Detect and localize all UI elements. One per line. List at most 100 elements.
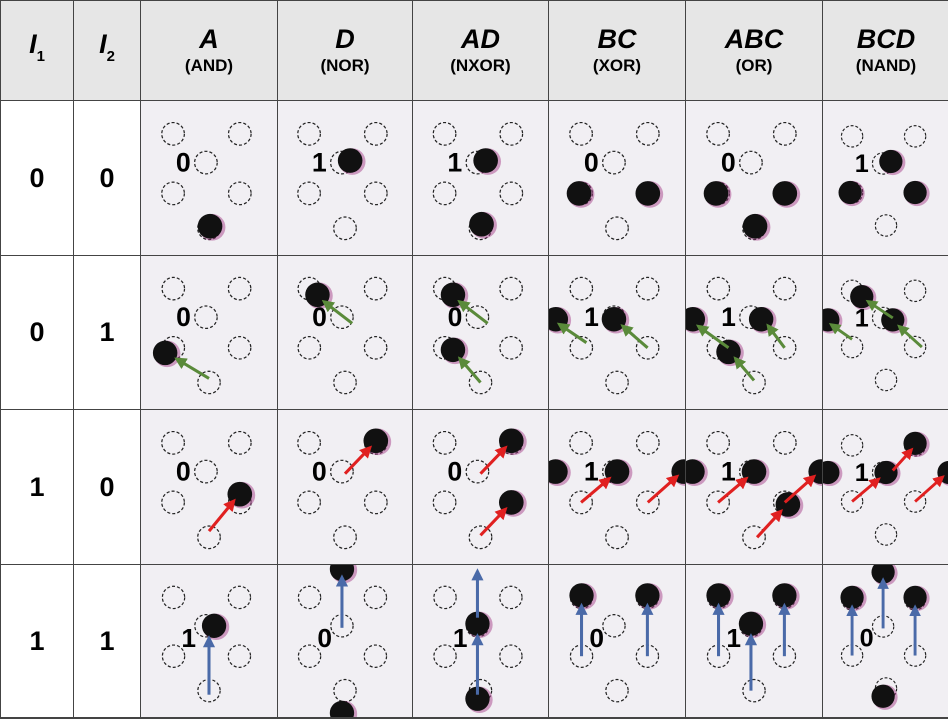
site-circle bbox=[195, 306, 217, 328]
output-value: 0 bbox=[312, 302, 327, 332]
input-value: 1 bbox=[29, 472, 44, 503]
particle-image: 1 bbox=[413, 565, 548, 717]
header-variable: A bbox=[199, 24, 219, 54]
site-circle bbox=[904, 280, 925, 301]
header-variable: ABC bbox=[725, 24, 784, 54]
input-value: 0 bbox=[99, 163, 114, 194]
header-cell: I1 bbox=[1, 1, 73, 100]
particle bbox=[706, 583, 730, 607]
input-cell: 1 bbox=[1, 565, 73, 717]
site-circle bbox=[500, 123, 523, 146]
particle-image: 0 bbox=[141, 256, 277, 409]
site-circle bbox=[707, 123, 730, 146]
move-arrow bbox=[178, 360, 209, 378]
site-circle bbox=[743, 371, 765, 393]
site-circle bbox=[334, 371, 356, 393]
input-cell: 1 bbox=[74, 565, 140, 717]
site-circle bbox=[875, 369, 896, 390]
site-circle bbox=[195, 151, 218, 174]
image-cell: 0 bbox=[141, 101, 277, 255]
output-value: 1 bbox=[726, 623, 741, 653]
site-circle bbox=[364, 277, 386, 299]
site-circle bbox=[570, 432, 593, 455]
particle bbox=[903, 181, 926, 204]
particle bbox=[635, 583, 659, 607]
input-value: 0 bbox=[99, 472, 114, 503]
particle bbox=[903, 586, 926, 609]
header-label: A bbox=[199, 24, 219, 54]
particle-image: 0 bbox=[278, 410, 412, 564]
site-circle bbox=[500, 645, 522, 667]
move-arrow bbox=[209, 502, 233, 531]
site-circle bbox=[606, 217, 629, 240]
image-cell: 0 bbox=[141, 256, 277, 409]
particle bbox=[338, 148, 363, 173]
site-circle bbox=[743, 526, 766, 549]
particle-image: 0 bbox=[413, 256, 548, 409]
image-cell: 0 bbox=[278, 256, 412, 409]
image-cell: 0 bbox=[413, 410, 548, 564]
input-value: 0 bbox=[29, 163, 44, 194]
site-circle bbox=[334, 217, 357, 240]
header-subscript: 2 bbox=[107, 48, 115, 65]
site-circle bbox=[904, 126, 925, 147]
header-variable: BCD bbox=[857, 24, 916, 54]
header-cell: AD(NXOR) bbox=[413, 1, 548, 100]
particle bbox=[153, 341, 177, 365]
header-label: BCD bbox=[857, 24, 916, 54]
site-circle bbox=[570, 123, 593, 146]
site-circle bbox=[603, 151, 626, 174]
image-cell: 1 bbox=[823, 256, 948, 409]
site-circle bbox=[162, 586, 184, 608]
output-value: 0 bbox=[312, 457, 327, 487]
particle bbox=[469, 212, 494, 237]
output-value: 1 bbox=[181, 623, 196, 653]
site-circle bbox=[606, 680, 628, 702]
output-value: 0 bbox=[589, 623, 604, 653]
site-circle bbox=[637, 432, 660, 455]
particle-image: 0 bbox=[549, 101, 685, 255]
image-cell: 1 bbox=[823, 410, 948, 564]
particle bbox=[903, 432, 926, 455]
input-cell: 0 bbox=[1, 101, 73, 255]
gate-name: (NAND) bbox=[856, 54, 916, 78]
move-arrow bbox=[737, 360, 754, 380]
particle bbox=[569, 583, 593, 607]
site-circle bbox=[298, 337, 320, 359]
particle-image: 1 bbox=[413, 101, 548, 255]
move-arrow bbox=[893, 451, 910, 470]
header-variable: AD bbox=[461, 24, 500, 54]
output-value: 1 bbox=[584, 302, 599, 332]
site-circle bbox=[229, 182, 252, 205]
output-value: 1 bbox=[721, 457, 736, 487]
site-circle bbox=[636, 277, 658, 299]
move-arrow bbox=[326, 303, 353, 323]
site-circle bbox=[603, 615, 625, 637]
image-cell: 0 bbox=[141, 410, 277, 564]
site-circle bbox=[500, 182, 523, 205]
move-arrow bbox=[769, 327, 784, 347]
particle-image: 1 bbox=[823, 410, 948, 564]
move-arrow bbox=[648, 478, 676, 503]
header-label: I bbox=[99, 29, 107, 59]
particle bbox=[743, 214, 768, 239]
image-cell: 1 bbox=[141, 565, 277, 717]
header-variable: BC bbox=[598, 24, 637, 54]
particle-image: 1 bbox=[141, 565, 277, 717]
site-circle bbox=[228, 586, 250, 608]
header-cell: D(NOR) bbox=[278, 1, 412, 100]
site-circle bbox=[228, 277, 250, 299]
site-circle bbox=[433, 491, 456, 514]
particle-image: 0 bbox=[278, 565, 412, 717]
particle-image: 1 bbox=[278, 101, 412, 255]
site-circle bbox=[570, 277, 592, 299]
particle bbox=[605, 459, 630, 484]
site-circle bbox=[364, 586, 386, 608]
output-value: 0 bbox=[448, 302, 463, 332]
particle-image: 0 bbox=[823, 565, 948, 717]
site-circle bbox=[334, 526, 357, 549]
site-circle bbox=[637, 123, 660, 146]
output-value: 0 bbox=[176, 457, 191, 487]
header-cell: A(AND) bbox=[141, 1, 277, 100]
site-circle bbox=[162, 277, 184, 299]
